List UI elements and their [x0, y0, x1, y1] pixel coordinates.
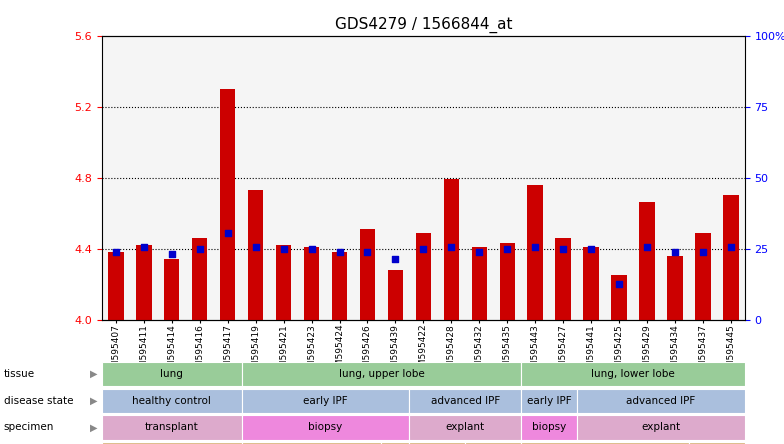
Bar	[241, 362, 521, 386]
Bar	[102, 388, 241, 413]
Point	[221, 229, 234, 236]
Bar	[220, 89, 235, 320]
Bar	[241, 415, 409, 440]
Bar	[528, 185, 543, 320]
Point	[473, 249, 485, 256]
Point	[278, 245, 290, 252]
Point	[417, 245, 430, 252]
Bar	[332, 252, 347, 320]
Bar	[409, 415, 521, 440]
Bar	[102, 442, 241, 444]
Bar	[471, 247, 487, 320]
Bar	[241, 388, 409, 413]
Text: healthy control: healthy control	[132, 396, 211, 406]
Point	[529, 243, 542, 250]
Point	[641, 243, 653, 250]
Text: early IPF: early IPF	[303, 396, 348, 406]
Bar	[583, 247, 599, 320]
Point	[333, 249, 346, 256]
Bar	[388, 270, 403, 320]
Point	[669, 249, 681, 256]
Bar	[689, 442, 745, 444]
Text: ▶: ▶	[89, 422, 97, 432]
Bar	[695, 233, 710, 320]
Point	[361, 249, 374, 256]
Bar	[444, 179, 459, 320]
Bar	[577, 388, 745, 413]
Point	[585, 245, 597, 252]
Text: lung, lower lobe: lung, lower lobe	[591, 369, 675, 379]
Bar	[136, 245, 151, 320]
Bar	[612, 275, 626, 320]
Point	[501, 245, 514, 252]
Bar	[241, 442, 382, 444]
Text: advanced IPF: advanced IPF	[626, 396, 695, 406]
Bar	[577, 415, 745, 440]
Text: biopsy: biopsy	[532, 422, 566, 432]
Bar	[164, 259, 180, 320]
Bar	[409, 442, 465, 444]
Bar	[409, 388, 521, 413]
Bar	[108, 252, 124, 320]
Text: transplant: transplant	[145, 422, 198, 432]
Bar	[667, 256, 683, 320]
Bar	[723, 195, 739, 320]
Bar	[521, 442, 689, 444]
Point	[305, 245, 318, 252]
Text: biopsy: biopsy	[308, 422, 343, 432]
Title: GDS4279 / 1566844_at: GDS4279 / 1566844_at	[335, 16, 512, 33]
Bar	[276, 245, 292, 320]
Text: explant: explant	[641, 422, 681, 432]
Text: lung, upper lobe: lung, upper lobe	[339, 369, 424, 379]
Bar	[102, 362, 241, 386]
Bar	[521, 388, 577, 413]
Bar	[102, 415, 241, 440]
Point	[613, 281, 626, 288]
Text: early IPF: early IPF	[527, 396, 572, 406]
Text: lung: lung	[161, 369, 183, 379]
Point	[165, 250, 178, 258]
Text: advanced IPF: advanced IPF	[430, 396, 500, 406]
Text: disease state: disease state	[4, 396, 74, 406]
Bar	[382, 442, 409, 444]
Bar	[360, 229, 375, 320]
Bar	[639, 202, 655, 320]
Bar	[304, 247, 319, 320]
Point	[724, 243, 737, 250]
Text: explant: explant	[446, 422, 485, 432]
Bar	[192, 238, 208, 320]
Point	[249, 243, 262, 250]
Text: specimen: specimen	[4, 422, 54, 432]
Point	[389, 256, 401, 263]
Point	[110, 249, 122, 256]
Point	[697, 249, 710, 256]
Bar	[555, 238, 571, 320]
Bar	[521, 415, 577, 440]
Point	[137, 243, 150, 250]
Bar	[465, 442, 521, 444]
Bar	[248, 190, 263, 320]
Text: ▶: ▶	[89, 369, 97, 379]
Bar	[416, 233, 431, 320]
Text: ▶: ▶	[89, 396, 97, 406]
Point	[194, 245, 206, 252]
Text: tissue: tissue	[4, 369, 35, 379]
Point	[557, 245, 569, 252]
Point	[445, 243, 458, 250]
Bar	[521, 362, 745, 386]
Bar	[499, 243, 515, 320]
